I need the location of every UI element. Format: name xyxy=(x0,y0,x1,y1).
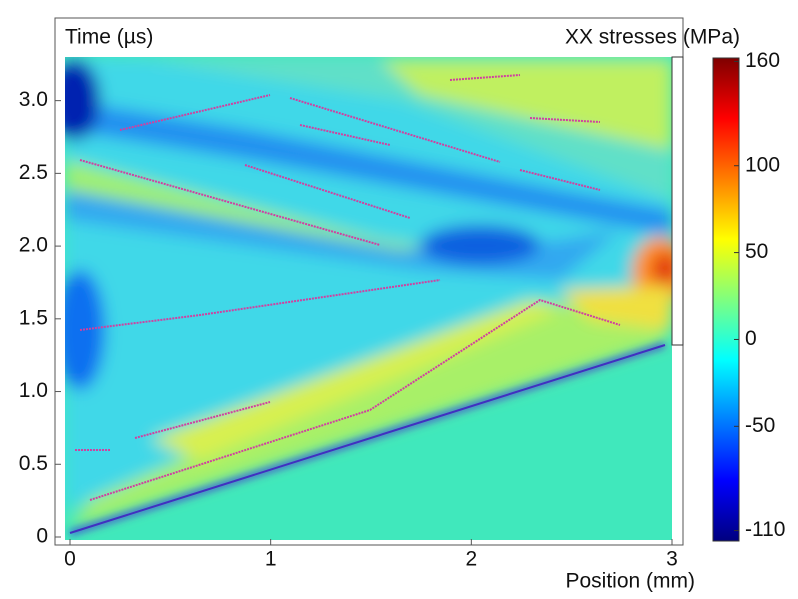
strip xyxy=(671,56,684,346)
y-tick-label: 2.0 xyxy=(19,234,48,257)
y-tick-label: 1.5 xyxy=(19,306,48,329)
y-axis-title: Time (µs) xyxy=(65,26,153,49)
field xyxy=(65,57,672,540)
x-tick-label: 2 xyxy=(465,548,477,571)
x-tick-label: 0 xyxy=(64,548,76,571)
y-tick-label: 3.0 xyxy=(19,88,48,111)
colorbar-tick-label: 160 xyxy=(745,49,780,72)
y-tick-label: 0 xyxy=(36,525,48,548)
colorbar-tick-label: 100 xyxy=(745,153,780,176)
y-tick-label: 2.5 xyxy=(19,161,48,184)
colorbar-tick-label: 50 xyxy=(745,240,768,263)
colorbar-title: XX stresses (MPa) xyxy=(565,26,740,49)
x-tick-label: 3 xyxy=(666,548,678,571)
colorbar-tick-label: -110 xyxy=(745,518,785,541)
y-tick-label: 0.5 xyxy=(19,452,48,475)
y-tick-label: 1.0 xyxy=(19,379,48,402)
x-axis-title: Position (mm) xyxy=(565,570,695,593)
colorbar-tick-label: 0 xyxy=(745,327,757,350)
x-tick-label: 1 xyxy=(265,548,277,571)
colorbar-tick-label: -50 xyxy=(745,414,775,437)
colorbar xyxy=(712,57,740,542)
